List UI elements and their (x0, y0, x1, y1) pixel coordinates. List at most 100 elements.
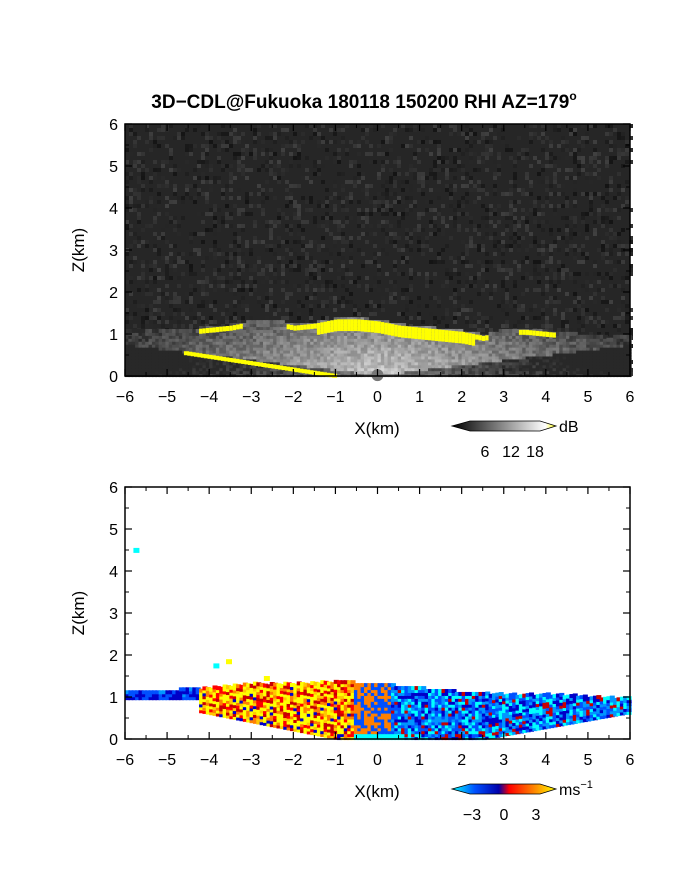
signal-cell (316, 346, 322, 351)
noise-cell (293, 264, 297, 268)
noise-cell (529, 208, 533, 212)
noise-cell (281, 168, 285, 172)
signal-cell (475, 331, 481, 336)
noise-cell (233, 312, 237, 316)
signal-cell (397, 352, 403, 357)
noise-cell (129, 260, 133, 264)
signal-cell (475, 337, 481, 342)
signal-cell (353, 355, 359, 360)
noise-cell (417, 180, 421, 184)
signal-cell (327, 343, 332, 348)
noise-cell (301, 228, 305, 232)
signal-cell (434, 361, 440, 366)
noise-cell (305, 176, 309, 180)
signal-cell (465, 355, 471, 360)
signal-cell (407, 343, 413, 348)
signal-cell (219, 367, 225, 372)
noise-cell (441, 232, 445, 236)
signal-cell (357, 355, 363, 360)
noise-cell (213, 300, 217, 304)
signal-cell (188, 361, 194, 366)
noise-cell (209, 228, 213, 232)
noise-cell (161, 276, 165, 280)
signal-cell (320, 355, 326, 360)
noise-cell (145, 280, 149, 284)
signal-cell (195, 346, 201, 351)
noise-cell (293, 284, 297, 288)
signal-cell (495, 337, 501, 342)
signal-cell (185, 358, 191, 363)
signal-cell (340, 349, 346, 354)
noise-cell (409, 256, 413, 260)
noise-cell (173, 276, 177, 280)
signal-cell (239, 349, 245, 354)
noise-cell (573, 192, 577, 196)
signal-cell (175, 358, 181, 363)
noise-cell (325, 140, 329, 144)
noise-cell (593, 152, 597, 156)
signal-cell (182, 331, 188, 336)
signal-cell (131, 343, 137, 348)
noise-cell (149, 188, 153, 192)
noise-cell (525, 248, 529, 252)
noise-cell (541, 164, 545, 168)
noise-cell (409, 272, 413, 276)
noise-cell (365, 260, 369, 264)
noise-cell (309, 276, 313, 280)
noise-cell (361, 124, 365, 128)
signal-cell (266, 337, 272, 342)
noise-cell (525, 212, 529, 216)
noise-cell (145, 168, 149, 172)
noise-cell (421, 192, 425, 196)
noise-cell (189, 284, 193, 288)
signal-cell (148, 358, 154, 363)
signal-cell (337, 358, 343, 363)
signal-cell (468, 361, 474, 366)
signal-cell (401, 361, 407, 366)
noise-cell (373, 244, 377, 248)
signal-cell (498, 340, 504, 345)
noise-cell (309, 200, 313, 204)
noise-cell (153, 160, 157, 164)
noise-cell (557, 268, 561, 272)
noise-cell (337, 236, 341, 240)
noise-cell (357, 208, 361, 212)
signal-cell (249, 355, 255, 360)
noise-cell (433, 160, 437, 164)
noise-cell (501, 280, 505, 284)
signal-cell (266, 340, 272, 345)
noise-cell (261, 240, 265, 244)
signal-cell (434, 358, 440, 363)
noise-cell (497, 324, 501, 328)
noise-cell (485, 140, 489, 144)
noise-cell (321, 316, 325, 320)
noise-cell (209, 212, 213, 216)
noise-cell (317, 172, 321, 176)
signal-cell (458, 346, 464, 351)
noise-cell (557, 236, 561, 240)
signal-cell (448, 343, 454, 348)
signal-cell (347, 343, 353, 348)
signal-cell (394, 337, 400, 342)
noise-cell (465, 280, 469, 284)
noise-cell (577, 156, 581, 160)
noise-cell (289, 260, 293, 264)
noise-cell (585, 172, 589, 176)
noise-cell (125, 312, 129, 316)
noise-cell (333, 140, 337, 144)
noise-cell (297, 256, 301, 260)
noise-cell (269, 188, 273, 192)
noise-cell (549, 140, 553, 144)
noise-cell (617, 196, 621, 200)
noise-cell (201, 144, 205, 148)
noise-cell (153, 244, 157, 248)
noise-cell (197, 164, 201, 168)
noise-cell (313, 164, 317, 168)
signal-cell (212, 373, 218, 378)
signal-cell (155, 349, 161, 354)
signal-cell (289, 364, 295, 369)
signal-cell (165, 358, 171, 363)
noise-cell (333, 208, 337, 212)
noise-cell (497, 124, 501, 128)
noise-cell (625, 152, 629, 156)
